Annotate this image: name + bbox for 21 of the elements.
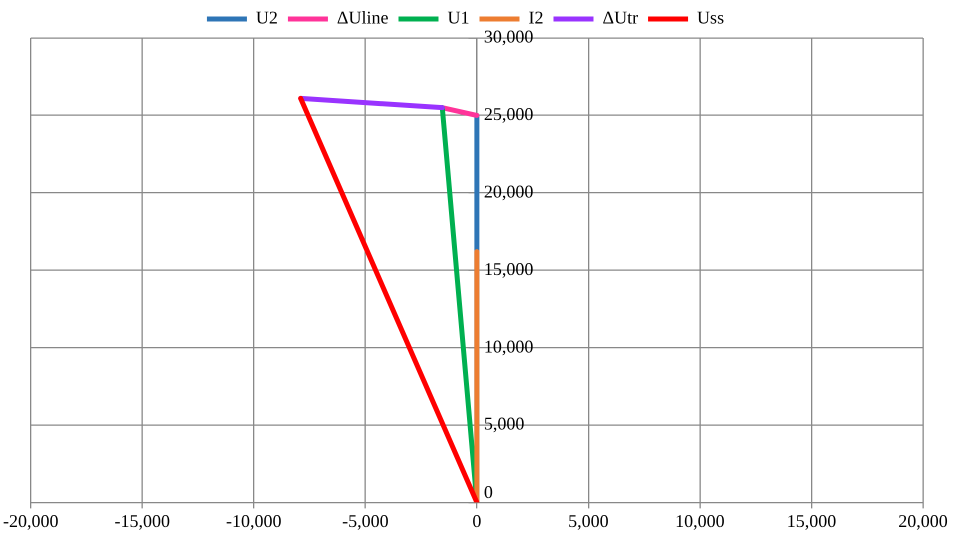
x-tick-label: -10,000 [226, 510, 282, 531]
legend-label: U1 [447, 8, 470, 28]
y-tick-label: 20,000 [484, 182, 534, 202]
y-tick-label: 30,000 [484, 26, 534, 47]
x-tick-label: -20,000 [2, 510, 58, 531]
x-tick-label: -15,000 [114, 510, 170, 531]
y-tick-label: 10,000 [484, 336, 534, 356]
legend-label: ΔUtr [602, 8, 638, 28]
y-tick-label: 25,000 [484, 104, 534, 124]
y-tick-label: 5,000 [484, 414, 524, 434]
legend-label: U2 [256, 8, 278, 28]
x-tick-label: -5,000 [342, 510, 389, 531]
legend-label: I2 [528, 8, 544, 28]
legend-label: Uss [697, 8, 724, 28]
y-tick-label: 0 [484, 482, 493, 502]
legend-label: ΔUline [336, 8, 389, 28]
x-tick-label: 5,000 [568, 510, 609, 531]
x-tick-label: 15,000 [786, 510, 836, 531]
x-tick-label: 20,000 [898, 510, 948, 531]
y-tick-label: 15,000 [484, 258, 534, 279]
x-tick-label: 10,000 [675, 510, 725, 531]
